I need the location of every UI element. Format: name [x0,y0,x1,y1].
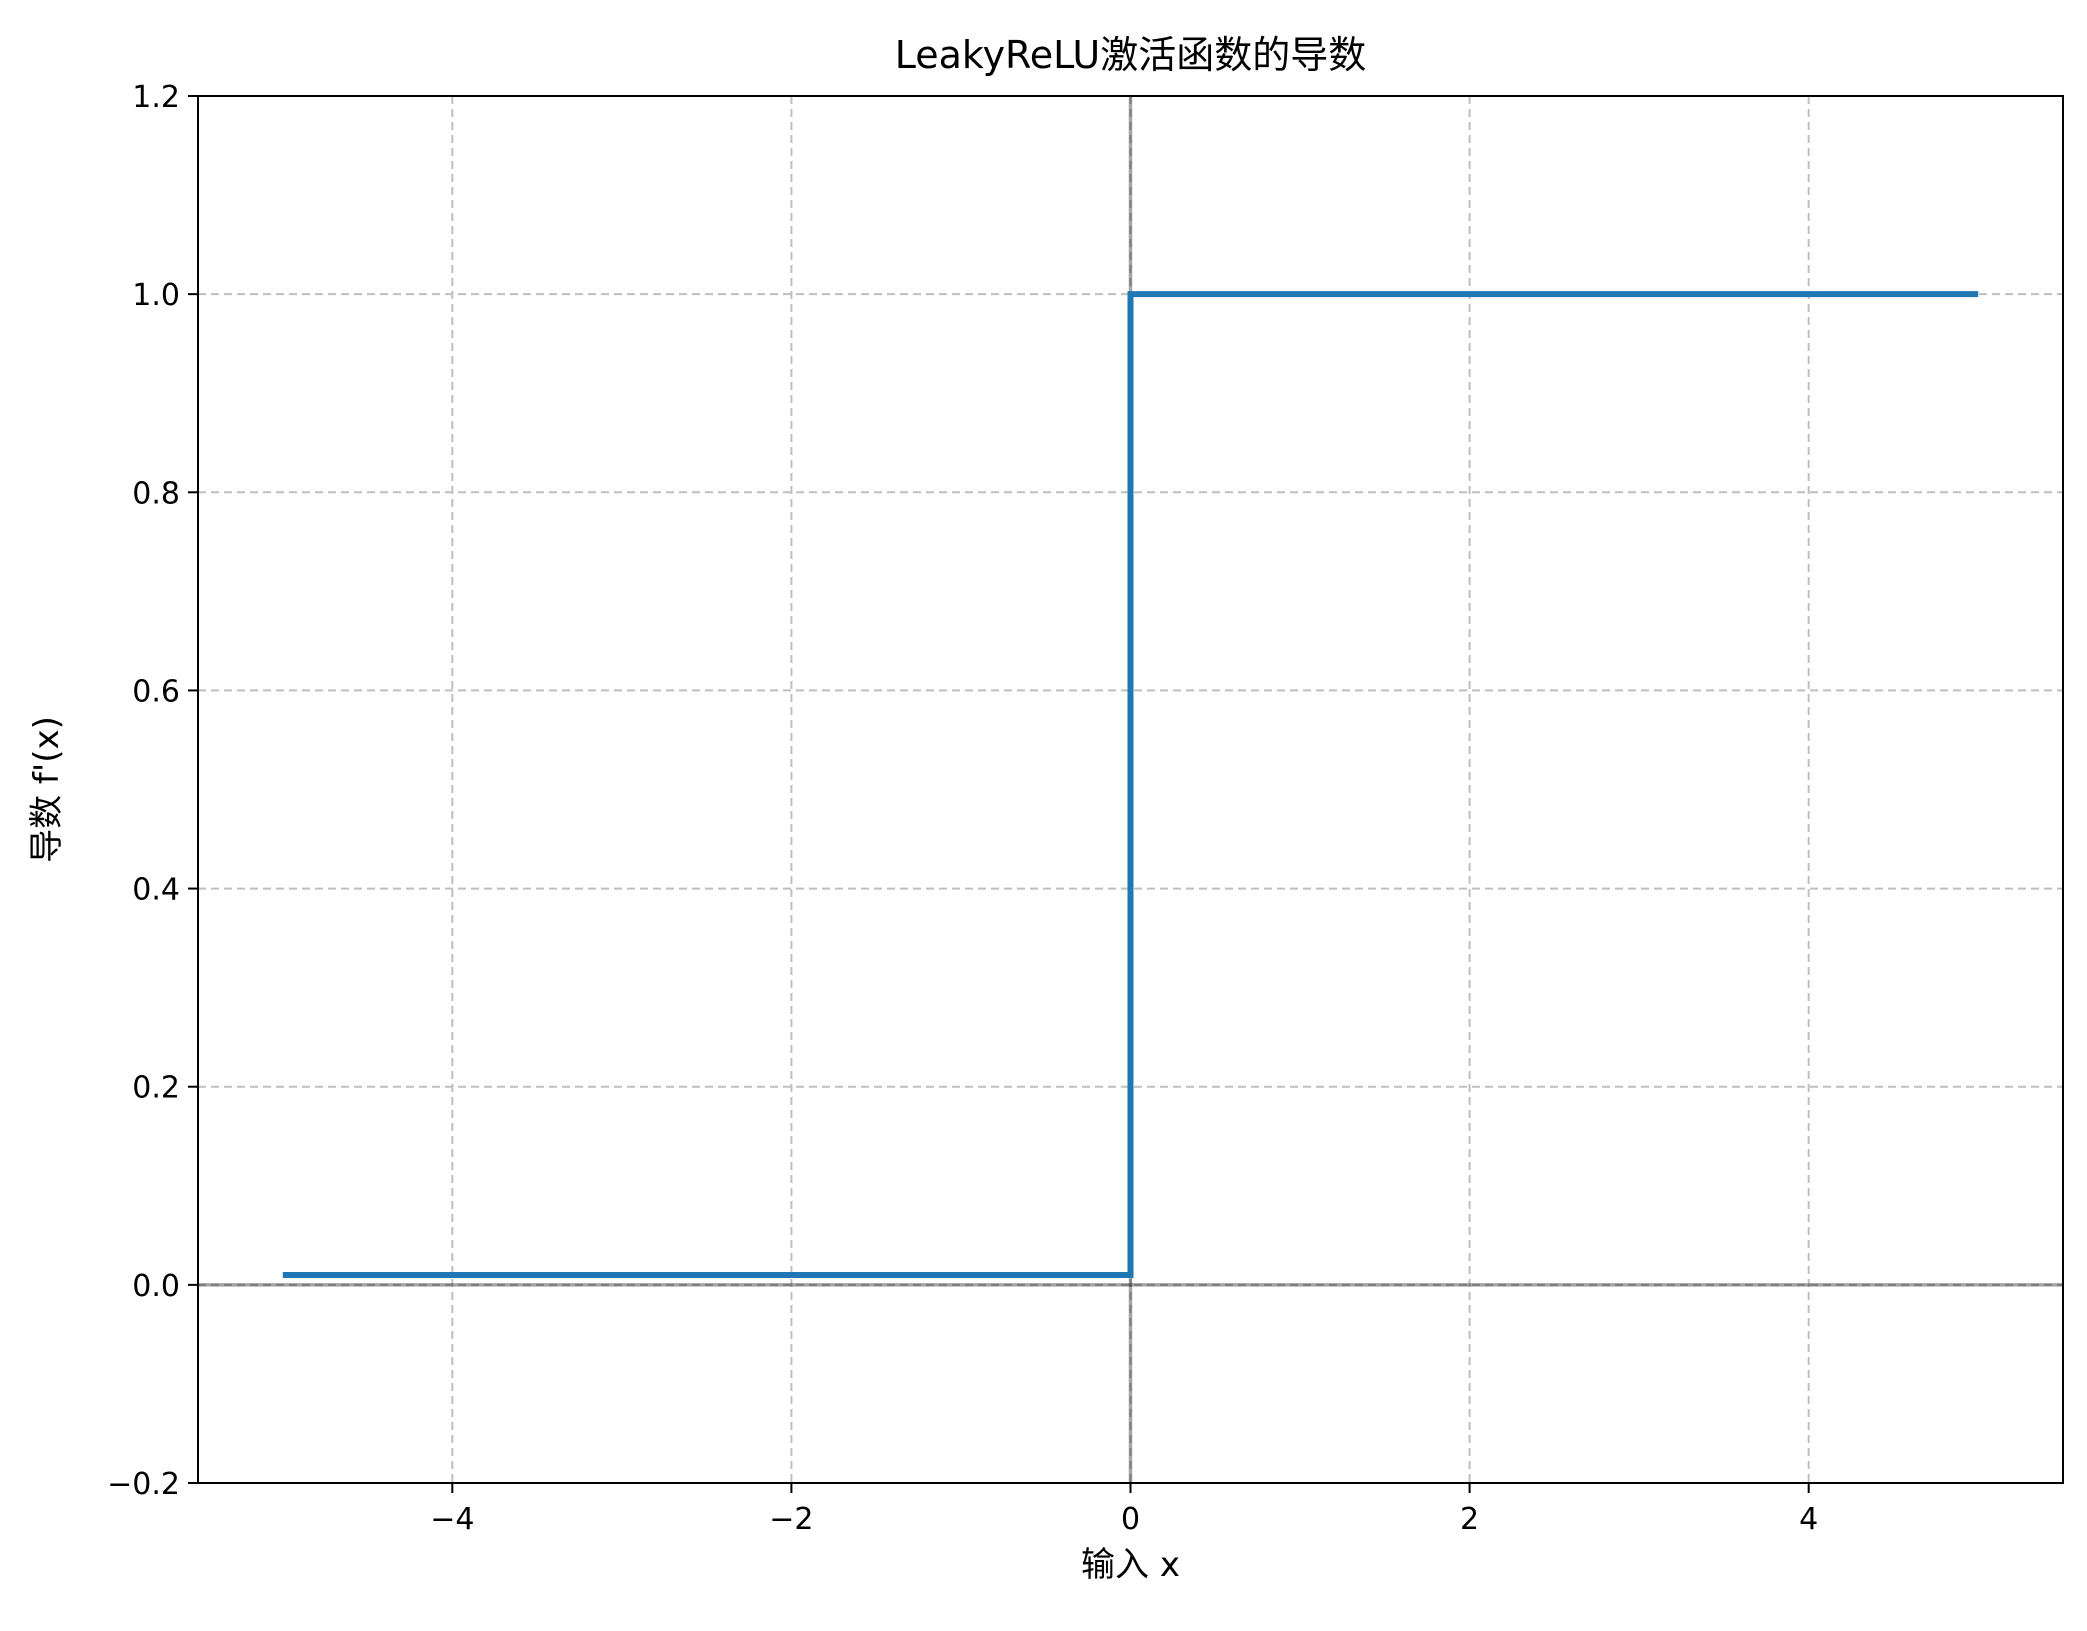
y-tick-label: 1.0 [132,278,180,313]
y-tick-label: 1.2 [132,80,180,115]
y-tick-label: 0.4 [132,873,180,908]
x-tick-label: 4 [1799,1502,1818,1537]
y-tick-label: −0.2 [107,1467,180,1502]
y-axis-ticks: −0.2 0.0 0.2 0.4 0.6 0.8 1.0 1.2 [107,80,198,1502]
y-tick-label: 0.8 [132,476,180,511]
x-tick-label: −4 [430,1502,474,1537]
x-axis-ticks: −4 −2 0 2 4 [430,1483,1818,1537]
x-axis-label: 输入 x [1081,1545,1180,1585]
x-tick-label: 0 [1121,1502,1140,1537]
chart-title: LeakyReLU激活函数的导数 [895,33,1366,77]
series-group [282,291,1979,1278]
y-tick-label: 0.0 [132,1269,180,1304]
x-tick-label: 2 [1460,1502,1479,1537]
x-tick-label: −2 [769,1502,813,1537]
series-line-0 [282,291,1979,1278]
y-tick-label: 0.6 [132,674,180,709]
y-tick-label: 0.2 [132,1071,180,1106]
y-axis-label: 导数 f'(x) [27,716,67,863]
